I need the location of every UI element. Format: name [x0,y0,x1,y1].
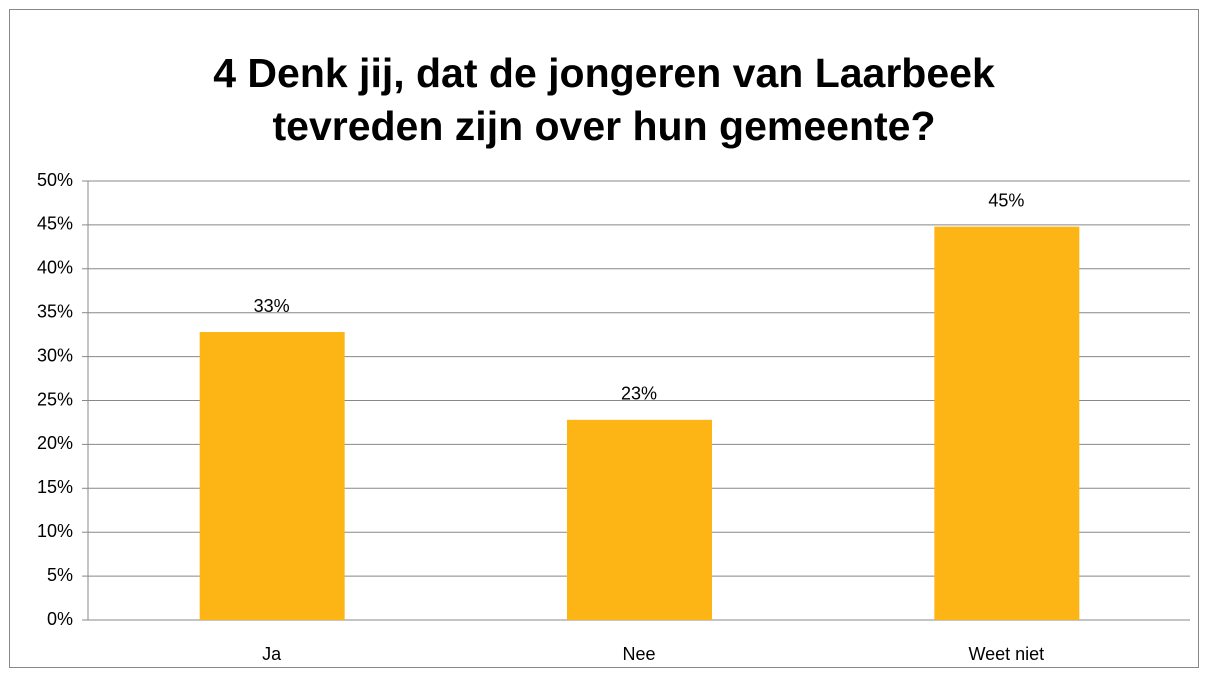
y-tick-label: 15% [37,477,73,497]
data-label: 23% [621,384,657,404]
y-tick-label: 20% [37,433,73,453]
chart-title: tevreden zijn over hun gemeente? [273,103,936,149]
data-label: 45% [988,190,1024,210]
y-tick-label: 35% [37,301,73,321]
y-tick-label: 25% [37,389,73,409]
x-tick-label: Ja [262,644,282,664]
bar [567,419,712,620]
bar [199,332,345,620]
y-tick-label: 10% [37,521,73,541]
chart-title: 4 Denk jij, dat de jongeren van Laarbeek [213,50,995,96]
data-label: 33% [254,296,290,316]
x-tick-label: Nee [622,644,655,664]
x-tick-label: Weet niet [968,644,1044,664]
y-tick-label: 0% [47,609,73,629]
y-tick-label: 40% [37,258,73,278]
y-tick-label: 50% [37,170,73,190]
bar [934,226,1080,620]
y-tick-label: 45% [37,214,73,234]
y-tick-label: 30% [37,345,73,365]
y-tick-label: 5% [47,565,73,585]
